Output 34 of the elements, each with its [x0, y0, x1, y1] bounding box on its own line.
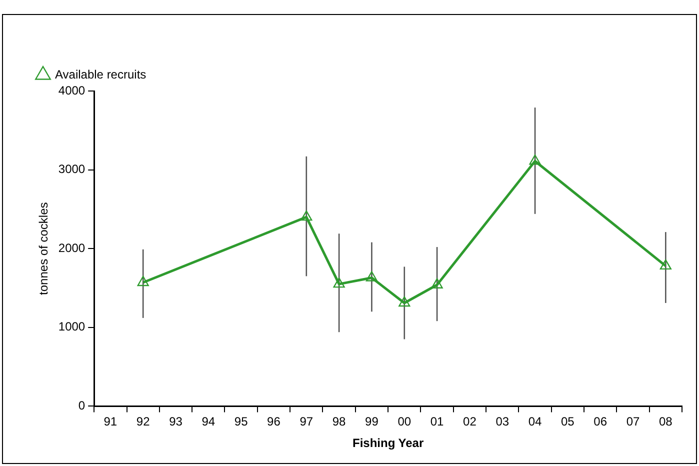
y-tick-label: 3000: [58, 162, 86, 176]
x-tick-label: 93: [169, 414, 183, 429]
x-tick-label: 03: [496, 414, 510, 429]
y-tick-label: 1000: [58, 320, 86, 334]
y-tick-label: 4000: [58, 83, 86, 98]
point: [300, 210, 312, 221]
point: [333, 277, 345, 288]
y-axis-title: tonnes of cockles: [36, 202, 51, 295]
point: [398, 296, 410, 307]
x-tick-label: 06: [594, 414, 608, 429]
x-tick-label: 07: [626, 414, 640, 429]
x-tick-label: 08: [658, 414, 673, 429]
point: [366, 271, 378, 282]
y-tick-label: 0: [78, 398, 86, 413]
x-tick-label: 92: [136, 414, 150, 429]
point: [137, 276, 149, 286]
x-tick-label: 91: [104, 414, 118, 429]
x-tick-label: 98: [332, 414, 346, 429]
x-tick-label: 95: [234, 414, 248, 429]
x-tick-label: 97: [300, 414, 314, 429]
x-tick-label: 00: [398, 414, 412, 429]
point: [660, 259, 672, 270]
x-tick-label: 05: [561, 414, 575, 429]
point: [529, 154, 541, 165]
x-tick-label: 99: [365, 414, 379, 429]
x-tick-label: 02: [463, 414, 477, 429]
x-tick-label: 96: [267, 414, 281, 429]
x-tick-label: 94: [202, 414, 216, 429]
legend-label: Available recruits: [55, 67, 146, 82]
x-axis-title: Fishing Year: [352, 436, 424, 450]
y-tick-label: 2000: [58, 240, 86, 255]
point: [431, 278, 443, 288]
x-tick-label: 01: [430, 414, 444, 429]
x-tick-label: 04: [528, 414, 542, 429]
